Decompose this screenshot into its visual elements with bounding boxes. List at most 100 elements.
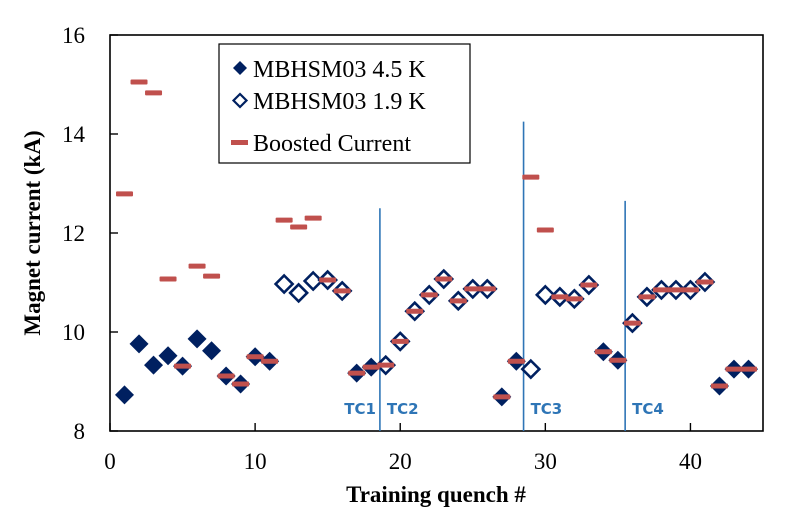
data-point-dash xyxy=(159,276,177,282)
data-point-open-diamond xyxy=(375,354,397,376)
data-point-dash xyxy=(420,292,438,298)
legend-box xyxy=(218,43,471,164)
data-point-dash xyxy=(232,381,250,387)
data-point-dash xyxy=(449,298,467,304)
data-point-open-diamond xyxy=(273,273,295,295)
x-tick-label: 40 xyxy=(679,449,702,474)
y-tick-label: 8 xyxy=(74,419,86,444)
data-point-dash xyxy=(522,174,540,180)
data-point-filled-diamond xyxy=(187,329,207,349)
data-point-dash xyxy=(551,294,569,300)
legend: MBHSM03 4.5 K MBHSM03 1.9 K Boosted Curr… xyxy=(218,43,471,164)
data-point-dash xyxy=(130,79,148,85)
data-point-dash xyxy=(594,349,612,355)
x-tick-label: 20 xyxy=(389,449,412,474)
x-axis-title: Training quench # xyxy=(346,482,526,507)
data-point-dash xyxy=(580,282,598,288)
y-tick-label: 16 xyxy=(62,23,85,48)
y-tick-label: 14 xyxy=(62,122,86,147)
data-point-dash xyxy=(725,366,743,372)
data-point-dash xyxy=(696,279,714,285)
test-condition-label: TC2 xyxy=(387,400,419,418)
data-point-open-diamond xyxy=(476,278,498,300)
data-point-dash xyxy=(667,287,685,293)
series-filled-diamond xyxy=(115,329,758,407)
legend-marker-dash-icon xyxy=(231,140,248,145)
data-point-open-diamond xyxy=(447,290,469,312)
data-point-dash xyxy=(261,358,279,364)
data-point-open-diamond xyxy=(389,331,411,352)
data-point-dash xyxy=(478,286,496,292)
data-point-dash xyxy=(435,276,453,282)
data-point-dash xyxy=(681,287,699,293)
data-point-open-diamond xyxy=(636,286,658,308)
data-point-open-diamond xyxy=(462,278,484,300)
data-point-dash xyxy=(464,286,482,292)
data-point-dash xyxy=(174,363,192,369)
data-point-open-diamond xyxy=(288,282,309,304)
data-point-open-diamond xyxy=(433,268,455,290)
x-tick-label: 30 xyxy=(534,449,557,474)
data-point-filled-diamond xyxy=(129,334,149,354)
test-condition-label: TC3 xyxy=(531,400,563,418)
data-point-dash xyxy=(710,383,728,389)
data-point-dash xyxy=(275,217,293,223)
data-point-dash xyxy=(609,357,627,363)
data-point-open-diamond xyxy=(694,271,716,293)
data-point-dash xyxy=(391,338,409,344)
data-point-dash xyxy=(406,308,424,314)
data-point-dash xyxy=(304,215,322,221)
data-point-open-diamond xyxy=(302,270,324,292)
data-point-filled-diamond xyxy=(202,341,222,361)
legend-marker-open-diamond-icon xyxy=(231,92,249,109)
data-point-open-diamond xyxy=(665,279,687,301)
data-point-filled-diamond xyxy=(144,355,164,375)
data-point-open-diamond xyxy=(418,284,440,306)
x-tick-label: 10 xyxy=(244,449,267,474)
data-point-open-diamond xyxy=(404,300,426,322)
data-point-dash xyxy=(507,358,525,364)
y-tick-label: 10 xyxy=(62,320,85,345)
data-point-open-diamond xyxy=(680,279,701,301)
data-point-open-diamond xyxy=(564,288,585,310)
data-point-dash xyxy=(188,263,206,269)
legend-label-4-5k: MBHSM03 4.5 K xyxy=(253,57,426,83)
series-dash xyxy=(116,79,757,400)
data-point-dash xyxy=(652,287,670,293)
data-point-filled-diamond xyxy=(115,385,135,405)
y-axis-ticks: 8 10 12 14 16 xyxy=(62,23,118,444)
data-point-dash xyxy=(493,394,511,400)
data-point-dash xyxy=(362,364,380,370)
legend-marker-filled-diamond-icon xyxy=(233,61,247,75)
data-point-open-diamond xyxy=(549,286,571,308)
data-point-dash xyxy=(377,362,395,368)
data-point-open-diamond xyxy=(578,274,600,296)
test-condition-label: TC4 xyxy=(632,400,664,418)
data-point-open-diamond xyxy=(331,280,353,302)
legend-label-boosted: Boosted Current xyxy=(253,131,411,157)
data-point-dash xyxy=(565,296,583,302)
test-condition-lines: TC1 TC2 TC3 TC4 xyxy=(344,121,664,431)
data-point-dash xyxy=(319,277,337,283)
series-open-diamond xyxy=(273,268,716,380)
data-point-dash xyxy=(348,370,366,376)
data-point-dash xyxy=(638,294,656,300)
y-tick-label: 12 xyxy=(62,221,85,246)
data-point-open-diamond xyxy=(622,312,643,334)
legend-label-1-9k: MBHSM03 1.9 K xyxy=(253,89,426,115)
data-point-dash xyxy=(333,288,351,294)
x-tick-label: 0 xyxy=(104,449,116,474)
data-point-open-diamond xyxy=(520,358,542,380)
data-point-open-diamond xyxy=(317,269,339,291)
x-axis-ticks: 0 10 20 30 40 xyxy=(104,423,702,474)
data-point-dash xyxy=(623,320,641,326)
data-point-dash xyxy=(145,90,163,96)
data-point-dash xyxy=(739,366,757,372)
test-condition-label: TC1 xyxy=(344,400,376,418)
data-point-open-diamond xyxy=(651,279,672,301)
data-point-dash xyxy=(246,354,264,360)
y-axis-title: Magnet current (kA) xyxy=(20,130,45,335)
data-marks xyxy=(115,79,758,407)
data-point-filled-diamond xyxy=(158,346,178,366)
